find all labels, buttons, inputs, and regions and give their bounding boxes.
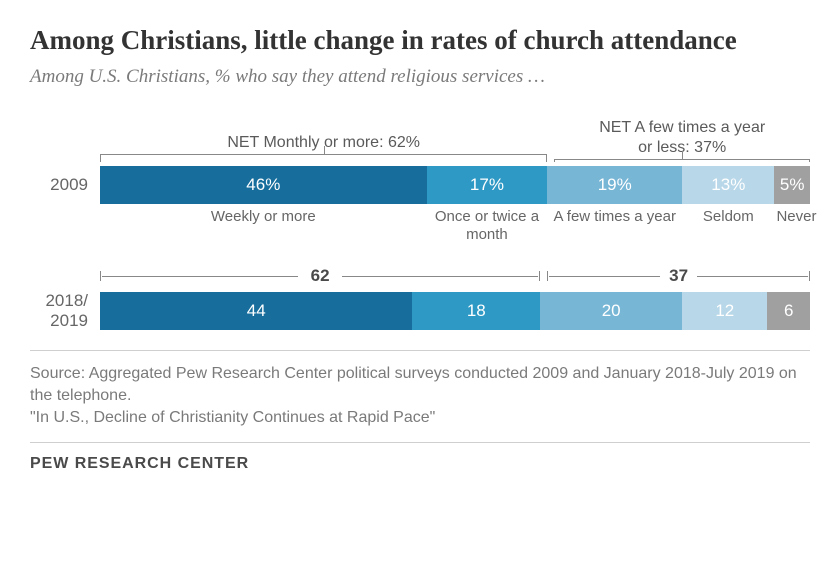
bar-2009: 46% 17% 19% 13% 5% (100, 166, 810, 204)
net-left-group: NET Monthly or more: 62% (100, 118, 547, 162)
chart-title: Among Christians, little change in rates… (30, 24, 810, 56)
seg-never-2009: 5% (774, 166, 810, 204)
net-right-2018-label: 37 (669, 266, 688, 286)
seg-never-2018: 6 (767, 292, 810, 330)
data-row-2018-2019: 2018/2019 44 18 20 12 6 (30, 291, 810, 332)
year-label-2009: 2009 (30, 175, 100, 195)
year-label-2018-2019: 2018/2019 (30, 291, 100, 332)
seg-weekly-2018: 44 (100, 292, 412, 330)
seg-label-fewtimes: A few times a year (547, 208, 682, 243)
bracket-line-left (100, 154, 547, 162)
source-block: Source: Aggregated Pew Research Center p… (30, 350, 810, 430)
seg-weekly-2009: 46% (100, 166, 427, 204)
net-left-2018-label: 62 (311, 266, 330, 286)
net-bracket-row-bottom: 62 37 (30, 265, 810, 287)
seg-seldom-2009: 13% (682, 166, 774, 204)
bracket-line-right (554, 159, 810, 163)
net-right-label-l1: NET A few times a year (599, 118, 765, 137)
seg-fewtimes-2009: 19% (547, 166, 682, 204)
seg-label-weekly: Weekly or more (100, 208, 427, 243)
seg-label-never: Never (774, 208, 810, 243)
seg-fewtimes-2018: 20 (540, 292, 682, 330)
net-right-2018: 37 (547, 265, 810, 287)
chart-subtitle: Among U.S. Christians, % who say they at… (30, 66, 810, 88)
segment-labels-row: Weekly or more Once or twice a month A f… (30, 208, 810, 243)
bar-2018-2019: 44 18 20 12 6 (100, 292, 810, 330)
seg-seldom-2018: 12 (682, 292, 767, 330)
source-line-2: "In U.S., Decline of Christianity Contin… (30, 407, 810, 429)
chart-area: NET Monthly or more: 62% NET A few times… (30, 118, 810, 331)
net-right-group: NET A few times a year or less: 37% (554, 118, 810, 162)
seg-monthly-2018: 18 (412, 292, 540, 330)
source-line-1: Source: Aggregated Pew Research Center p… (30, 363, 810, 408)
footer-brand: PEW RESEARCH CENTER (30, 442, 810, 473)
seg-monthly-2009: 17% (427, 166, 548, 204)
net-left-2018: 62 (100, 265, 540, 287)
seg-label-seldom: Seldom (682, 208, 774, 243)
net-bracket-row-top: NET Monthly or more: 62% NET A few times… (30, 118, 810, 162)
seg-label-monthly: Once or twice a month (427, 208, 548, 243)
data-row-2009: 2009 46% 17% 19% 13% 5% (30, 166, 810, 204)
